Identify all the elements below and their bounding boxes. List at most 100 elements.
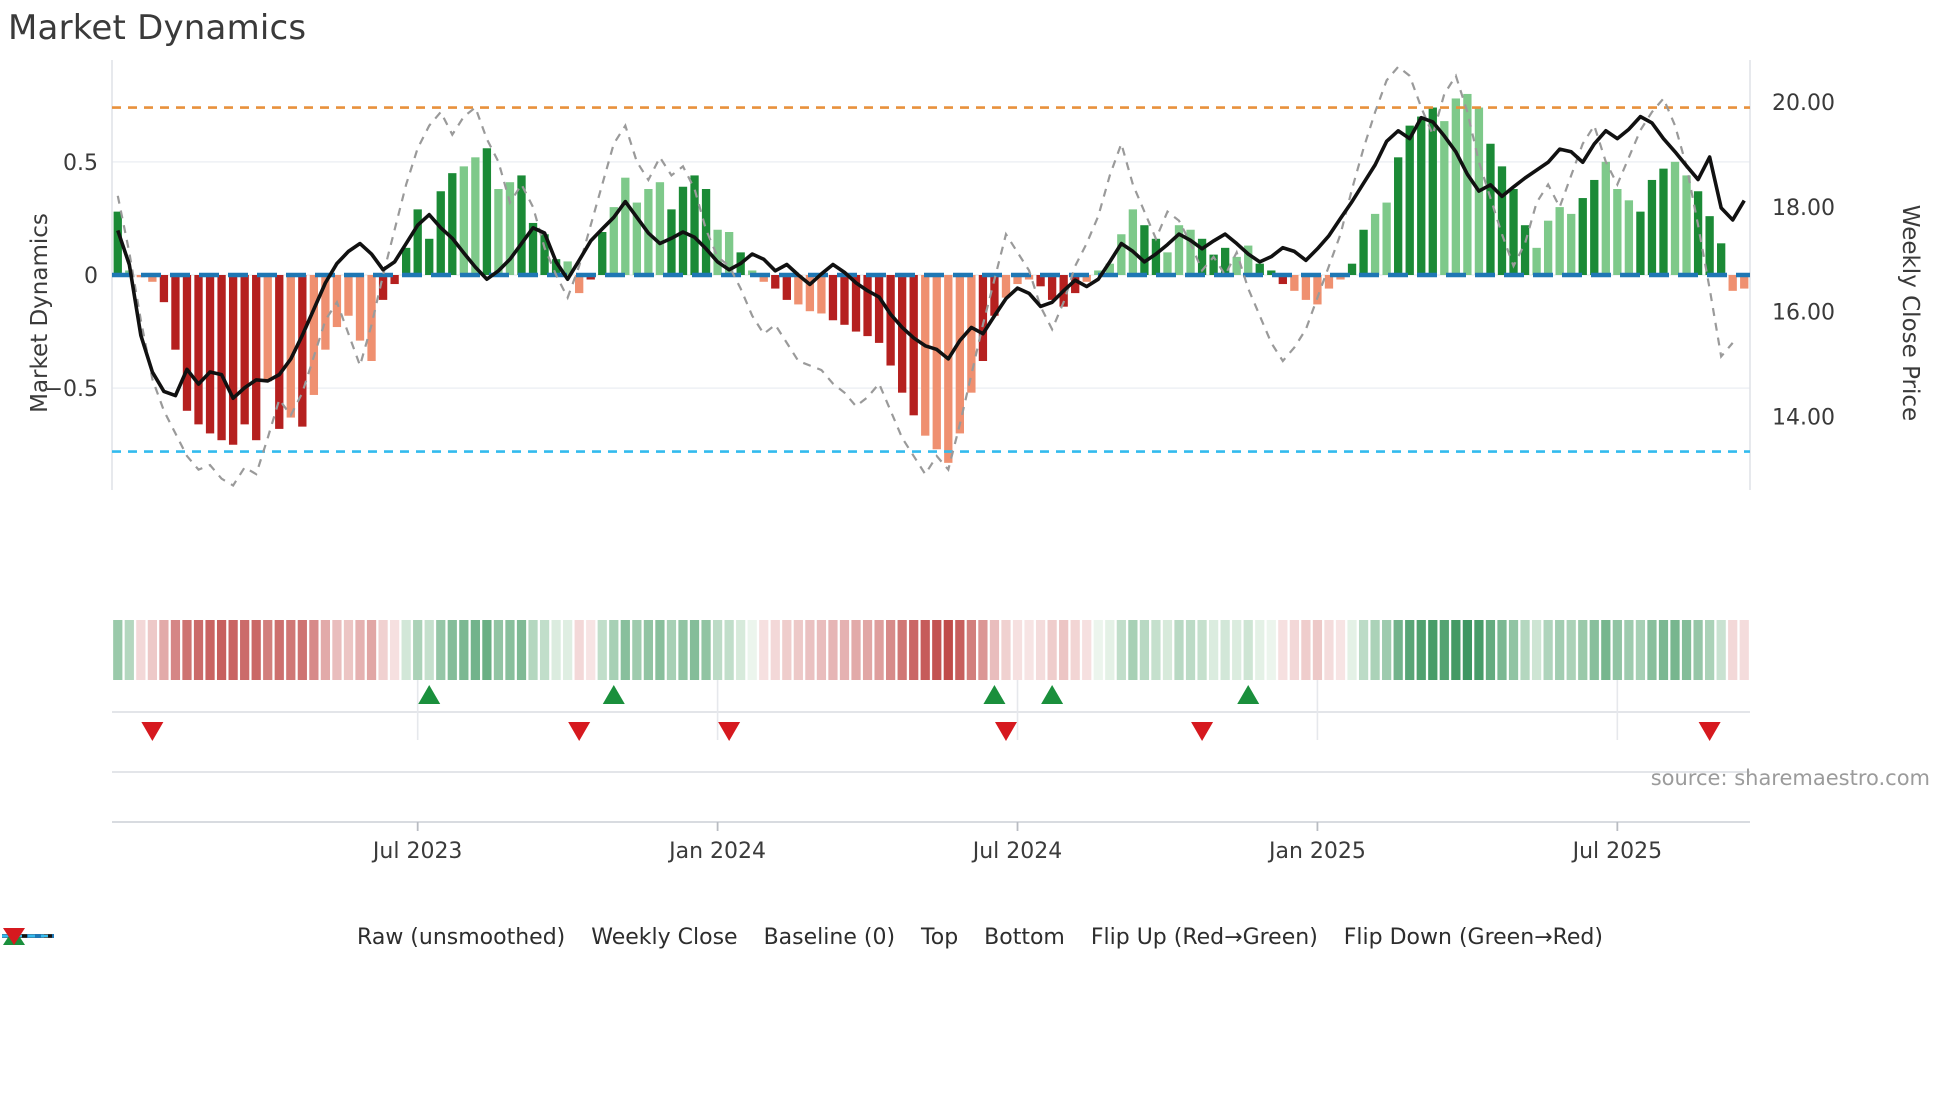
bar xyxy=(1740,275,1749,289)
flip-up-marker[interactable] xyxy=(1041,685,1064,704)
bar xyxy=(298,275,307,427)
legend-item-1[interactable]: Weekly Close xyxy=(2,925,738,950)
bar xyxy=(724,232,734,275)
heatmap-cell xyxy=(747,620,757,680)
bar xyxy=(1590,179,1599,275)
legend-item-3[interactable]: Top xyxy=(2,925,959,950)
bar xyxy=(263,275,272,382)
heatmap-cell xyxy=(736,620,746,680)
heatmap-cell xyxy=(712,620,723,680)
heatmap-cell xyxy=(689,620,700,680)
heatmap-cell xyxy=(816,620,827,680)
heatmap-cell xyxy=(355,620,365,680)
heatmap-cell xyxy=(793,620,803,680)
bar xyxy=(944,275,953,463)
legend-label: Top xyxy=(921,925,959,950)
bar xyxy=(471,157,480,275)
heatmap-cell xyxy=(1497,620,1507,680)
x-tick-label: Jul 2024 xyxy=(971,839,1063,864)
x-tick-label: Jul 2023 xyxy=(371,839,463,864)
heatmap-cell xyxy=(1232,620,1242,680)
flip-down-marker[interactable] xyxy=(568,722,591,741)
heatmap-cell xyxy=(413,620,423,680)
heatmap-cell xyxy=(609,620,619,680)
heatmap-cell xyxy=(539,620,550,680)
heatmap-cell xyxy=(1405,620,1415,680)
bar xyxy=(148,275,157,282)
heatmap-cell xyxy=(193,620,204,680)
bar xyxy=(1082,275,1091,282)
bar xyxy=(909,275,918,416)
heatmap-cell xyxy=(1589,620,1599,680)
y-tick-left: −0.5 xyxy=(45,377,98,402)
heatmap-cell xyxy=(770,620,780,680)
bar xyxy=(1578,198,1587,275)
legend-item-4[interactable]: Bottom xyxy=(2,925,1065,950)
heatmap-cell xyxy=(1416,620,1426,680)
bar xyxy=(1613,189,1622,275)
market-dynamics-plot: 0.5 0 −0.5 20.00 18.00 16.00 14.00 Jul 2023 Jan … xyxy=(45,60,1835,864)
heatmap-cell xyxy=(1716,620,1726,680)
bar xyxy=(309,275,319,395)
heatmap-cell xyxy=(1543,620,1553,680)
y-tick-left: 0.5 xyxy=(63,151,98,176)
bar xyxy=(898,275,907,393)
heatmap-cell xyxy=(620,620,630,680)
bar xyxy=(1221,247,1230,275)
bar xyxy=(1140,225,1149,275)
bar xyxy=(955,275,964,434)
flip-down-marker[interactable] xyxy=(141,722,164,741)
legend-item-2[interactable]: Baseline (0) xyxy=(2,925,895,950)
heatmap-cell xyxy=(1462,620,1472,680)
heatmap-cell xyxy=(1185,620,1196,680)
bar xyxy=(1509,189,1518,275)
bar xyxy=(632,202,642,275)
bar xyxy=(1232,256,1241,275)
legend-label: Bottom xyxy=(984,925,1065,950)
heatmap-cell xyxy=(724,620,734,680)
heatmap-cell xyxy=(1001,620,1011,680)
heatmap-cell xyxy=(1393,620,1403,680)
flip-down-marker[interactable] xyxy=(1191,722,1214,741)
heatmap-cell xyxy=(1555,620,1565,680)
bar xyxy=(921,275,930,436)
triangle-down-icon xyxy=(3,928,25,945)
bar xyxy=(1717,243,1726,275)
flip-up-marker[interactable] xyxy=(1237,685,1260,704)
heatmap-cell xyxy=(1693,620,1703,680)
flip-down-marker[interactable] xyxy=(718,722,741,741)
heatmap-cell xyxy=(1635,620,1646,680)
flip-down-marker[interactable] xyxy=(994,722,1017,741)
bar xyxy=(275,275,284,429)
y-tick-left: 0 xyxy=(84,264,98,289)
legend-item-0[interactable]: Raw (unsmoothed) xyxy=(2,925,566,950)
flip-up-marker[interactable] xyxy=(418,685,441,704)
heatmap-cell xyxy=(574,620,584,680)
flip-up-marker[interactable] xyxy=(602,685,625,704)
bar xyxy=(1555,207,1564,275)
bar xyxy=(1359,229,1368,275)
bar xyxy=(136,275,145,278)
legend-item-6[interactable]: Flip Down (Green→Red) xyxy=(3,925,1603,950)
heatmap-cell xyxy=(159,620,169,680)
heatmap-cell xyxy=(401,620,411,680)
legend-label: Raw (unsmoothed) xyxy=(357,925,566,950)
heatmap-cell xyxy=(932,620,942,680)
heatmap-cell xyxy=(1382,620,1392,680)
heatmap-cell xyxy=(966,620,976,680)
bar xyxy=(436,191,445,275)
bar xyxy=(1163,252,1172,275)
x-tick-label: Jan 2025 xyxy=(1267,839,1366,864)
bar xyxy=(367,275,376,361)
heatmap-cell xyxy=(1370,620,1380,680)
heatmap-cell xyxy=(1739,620,1749,680)
legend-item-5[interactable]: Flip Up (Red→Green) xyxy=(3,925,1318,950)
heatmap-cell xyxy=(666,620,677,680)
bar xyxy=(1151,238,1161,275)
bar xyxy=(978,275,988,361)
heatmap-cell xyxy=(1670,620,1680,680)
flip-down-marker[interactable] xyxy=(1698,722,1721,741)
x-tick-label: Jan 2024 xyxy=(667,839,766,864)
flip-up-marker[interactable] xyxy=(983,685,1006,704)
